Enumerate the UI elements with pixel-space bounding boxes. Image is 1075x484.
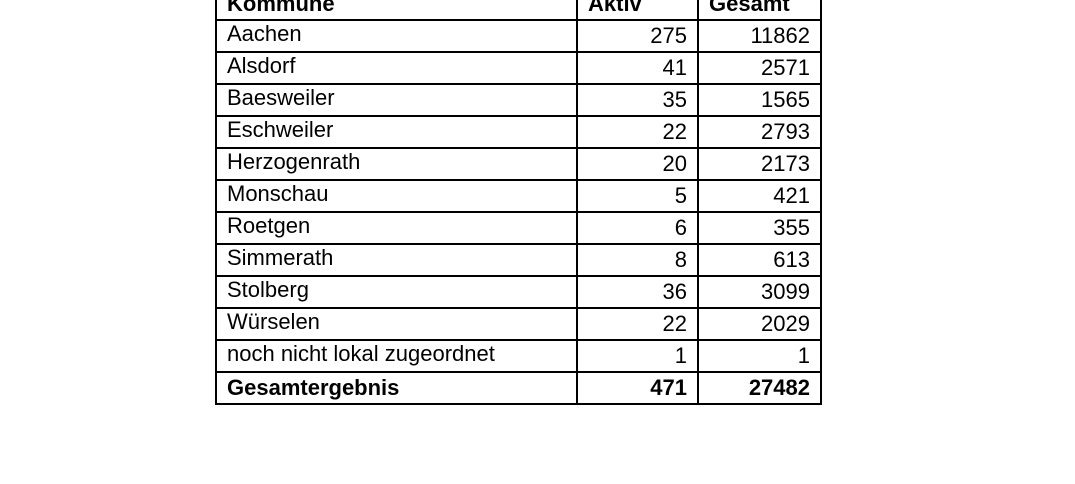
cell-gesamt: 1565 (697, 83, 822, 117)
cell-aktiv: 1 (576, 339, 699, 373)
total-aktiv: 471 (576, 371, 699, 405)
cell-kommune: noch nicht lokal zugeordnet (215, 339, 578, 373)
cell-aktiv: 6 (576, 211, 699, 245)
cell-gesamt: 3099 (697, 275, 822, 309)
table-row: Baesweiler 35 1565 (215, 83, 822, 117)
cell-aktiv: 22 (576, 307, 699, 341)
column-header-aktiv: Aktiv (576, 0, 699, 21)
cell-gesamt: 613 (697, 243, 822, 277)
table-row: Simmerath 8 613 (215, 243, 822, 277)
cell-aktiv: 36 (576, 275, 699, 309)
total-row: Gesamtergebnis 471 27482 (215, 371, 822, 405)
table-row: Würselen 22 2029 (215, 307, 822, 341)
column-header-kommune: Kommune (215, 0, 578, 21)
cell-aktiv: 35 (576, 83, 699, 117)
cell-kommune: Stolberg (215, 275, 578, 309)
cell-kommune: Eschweiler (215, 115, 578, 149)
cell-gesamt: 421 (697, 179, 822, 213)
header-row: Kommune Aktiv Gesamt (215, 0, 822, 21)
table-row: noch nicht lokal zugeordnet 1 1 (215, 339, 822, 373)
table-row: Alsdorf 41 2571 (215, 51, 822, 85)
cell-kommune: Aachen (215, 19, 578, 53)
table-row: Aachen 275 11862 (215, 19, 822, 53)
total-gesamt: 27482 (697, 371, 822, 405)
table-row: Eschweiler 22 2793 (215, 115, 822, 149)
cell-kommune: Roetgen (215, 211, 578, 245)
cell-aktiv: 275 (576, 19, 699, 53)
cell-kommune: Alsdorf (215, 51, 578, 85)
table-row: Herzogenrath 20 2173 (215, 147, 822, 181)
cell-kommune: Monschau (215, 179, 578, 213)
cell-aktiv: 5 (576, 179, 699, 213)
table-row: Stolberg 36 3099 (215, 275, 822, 309)
cell-gesamt: 1 (697, 339, 822, 373)
cell-kommune: Baesweiler (215, 83, 578, 117)
cell-gesamt: 2029 (697, 307, 822, 341)
cell-gesamt: 2173 (697, 147, 822, 181)
kommunen-table: Kommune Aktiv Gesamt Aachen 275 11862 Al… (215, 0, 822, 405)
cell-gesamt: 2793 (697, 115, 822, 149)
cell-aktiv: 22 (576, 115, 699, 149)
total-label: Gesamtergebnis (215, 371, 578, 405)
cell-aktiv: 41 (576, 51, 699, 85)
cell-aktiv: 20 (576, 147, 699, 181)
cell-aktiv: 8 (576, 243, 699, 277)
cell-kommune: Herzogenrath (215, 147, 578, 181)
cell-gesamt: 11862 (697, 19, 822, 53)
cell-gesamt: 355 (697, 211, 822, 245)
table-row: Monschau 5 421 (215, 179, 822, 213)
cell-kommune: Simmerath (215, 243, 578, 277)
column-header-gesamt: Gesamt (697, 0, 822, 21)
cell-kommune: Würselen (215, 307, 578, 341)
table-row: Roetgen 6 355 (215, 211, 822, 245)
cell-gesamt: 2571 (697, 51, 822, 85)
